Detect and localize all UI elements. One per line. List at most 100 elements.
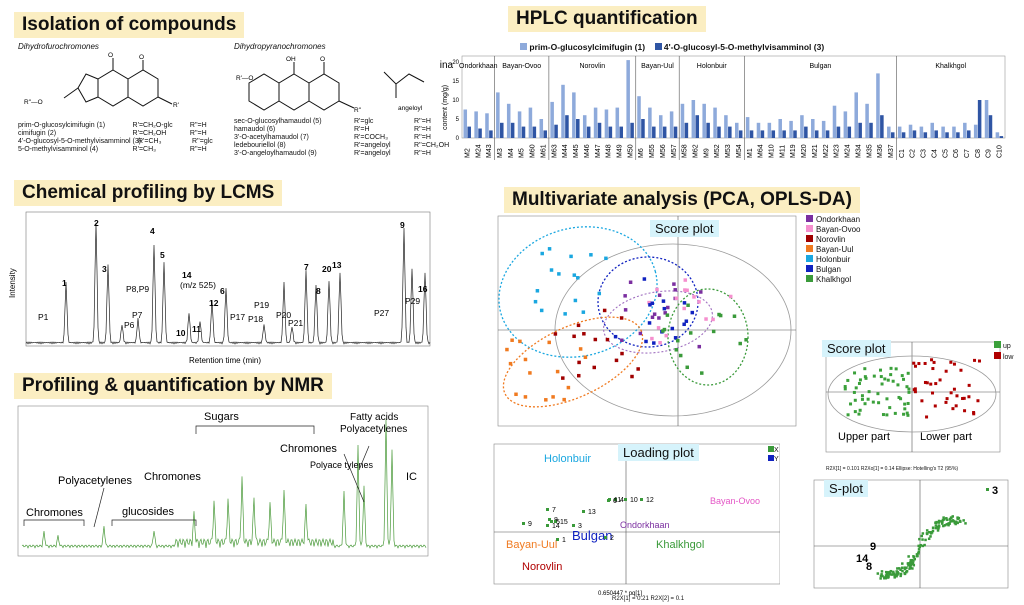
opls-point-up [858,408,862,412]
splot-point [890,573,893,576]
opls-point-low [944,400,948,404]
lcms-peak-label: P18 [248,314,263,324]
opls-point-low [913,390,917,394]
furo-compound-name: 5-O-methylvisamminol (4) [18,146,99,153]
lcms-peak-label: P8,P9 [126,284,149,294]
pca-score-point [682,301,687,305]
splot-point [887,575,890,579]
pca-score-point [547,247,552,251]
hplc-bar [887,126,891,138]
hplc-bar [793,130,797,138]
hplc-bar [865,103,869,138]
loading-point-label: 13 [588,509,596,516]
pca-score-point [647,300,651,305]
splot-point [895,570,898,573]
hplc-bar [836,126,841,138]
hplc-bar [615,107,620,138]
hplc-bar [641,119,645,138]
pca-score-point [628,280,633,285]
lcms-peak-label: 4 [150,226,155,236]
hplc-xtick: M20 [801,144,808,158]
lcms-peak-label: P7 [132,310,143,320]
splot-point [917,544,920,548]
hplc-bar [778,119,782,138]
hplc-xtick: C4 [931,149,938,158]
hplc-region-label: Holonbuir [697,63,728,70]
opls-point-up [886,378,890,382]
pyranochromone-structure: OH O R'—O R'' angeloyl [236,56,425,114]
pca-score-point [623,308,628,312]
splot-point [899,572,903,576]
opls-legend: up low [994,341,1013,363]
hplc-bar [517,111,522,138]
opls-point-low [952,362,956,366]
lcms-peak-label: P1 [38,312,49,322]
splot-point [931,529,935,533]
pca-score-point [562,397,566,402]
splot-point [935,520,938,524]
opls-point-low [930,358,934,362]
opls-point-up [854,386,858,390]
pca-score-point [589,253,593,257]
loading-point-label: 9 [528,521,532,528]
splot-point [921,532,925,535]
pca-score-point [690,310,695,315]
opls-point-up [872,374,876,378]
pca-score-point [666,305,670,310]
splot-point [954,522,957,526]
splot-point [911,567,914,570]
opls-point-low [945,397,949,401]
pca-score-point [636,367,640,371]
opls-point-low [920,399,924,403]
splot-point [912,555,916,559]
splot-point [924,538,927,542]
lcms-peak-label: 3 [102,264,107,274]
pyrano-compound-r1: R'=H [354,126,370,133]
splot-label: 14 [856,553,869,565]
hplc-xtick: M37 [888,144,895,158]
lcms-peak-label: 6 [220,286,225,296]
hplc-bar [561,84,565,138]
pca-score-point [711,317,715,322]
furo-compound-name: 4'-O-glucosyl-5-O-methylvisamminol (3) [18,138,142,145]
furo-compound-row: prim-O-glucosylcimifugin (1) R'=CH₂O-glc R… [18,122,228,130]
splot-point [962,519,965,522]
hplc-bar [485,113,489,138]
splot-point [942,518,946,521]
pca-score-point [697,344,702,349]
loading-point-label: 6 [613,498,617,505]
hplc-bar [749,130,754,138]
opls-point-low [938,378,942,382]
lcms-peak-label: P29 [405,296,420,306]
lcms-peak-label: 1 [62,278,67,288]
hplc-xtick: C3 [921,149,928,158]
splot-point [913,557,916,561]
loading-point [624,498,627,501]
pca-score-point [650,315,655,320]
hplc-bar [684,122,689,138]
svg-text:R'—O: R'—O [236,75,254,82]
opls-point-low [925,415,929,419]
pca-score-point [547,340,551,345]
nmr-label-polyacetylenes-right: Polyace tylenes [310,460,374,470]
pca-score-point [661,329,665,333]
hplc-bar [521,126,526,138]
hplc-xtick: C9 [986,149,993,158]
hplc-bar [999,136,1004,138]
hplc-bar [738,130,743,138]
hplc-xtick: M9 [703,148,710,158]
pca-score-point [551,395,555,399]
hplc-bar [963,122,967,138]
hplc-bar [673,126,678,138]
lcms-title: Chemical profiling by LCMS [14,180,283,206]
pca-legend-item: Ondorkhaan [806,215,886,225]
pca-score-point [518,339,522,344]
splot-point [940,522,944,525]
pyrano-compound-name: 3'-O-angeloylhamaudol (9) [234,150,317,157]
opls-point-up [905,385,909,389]
pca-score-point [605,337,610,342]
pyrano-compound-r2: R''=CH₂OH [414,142,450,149]
furo-compound-r1: R'=CH₃ [132,146,156,153]
loading-point-label: 3 [578,523,582,530]
